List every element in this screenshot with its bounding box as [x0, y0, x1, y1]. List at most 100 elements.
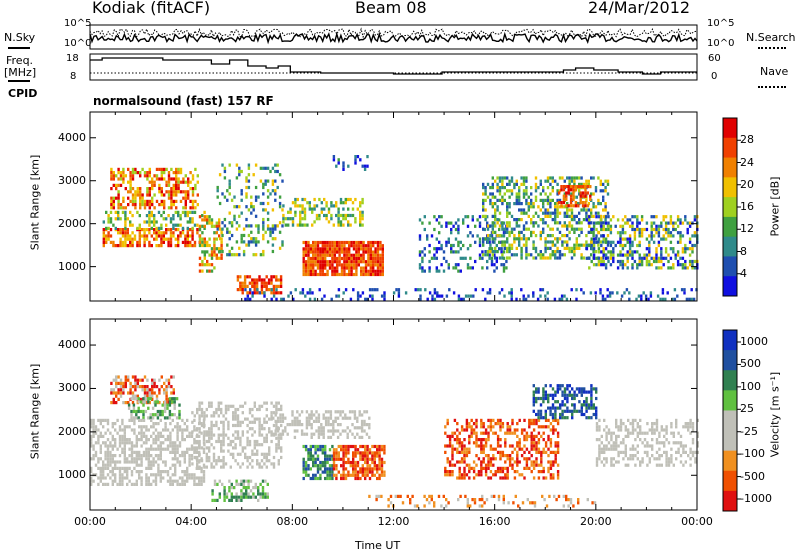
velocity-colorbar-swatch-1 — [723, 350, 737, 371]
panel1-ylabel: Slant Range [km] — [28, 154, 42, 251]
power-panel-echo-region-7 — [302, 240, 384, 277]
velocity-panel-echo-region-3 — [191, 401, 283, 469]
velocity-colorbar-tick-label-4: -25 — [740, 424, 758, 438]
power-panel-echo-region-11 — [557, 185, 592, 208]
nave-top-tick: 60 — [708, 53, 721, 64]
velocity-panel-ytick-label-0: 1000 — [58, 468, 86, 482]
xtick-label-3: 12:00 — [377, 515, 410, 528]
power-colorbar-tick-label-2: 12 — [740, 222, 754, 236]
freq-series-line — [90, 57, 697, 75]
power-colorbar-swatch-8 — [723, 276, 737, 297]
nsearch-top-tick: 10^5 — [707, 18, 735, 29]
power-colorbar-swatch-5 — [723, 216, 737, 238]
nsearch-bottom-tick: 10^0 — [707, 38, 735, 49]
power-colorbar-swatch-1 — [723, 137, 737, 159]
xtick-label-5: 20:00 — [579, 515, 612, 528]
nave-label: Nave — [760, 65, 789, 78]
velocity-colorbar-tick-label-5: -100 — [740, 447, 765, 461]
power-colorbar-tick-label-4: 20 — [740, 177, 754, 191]
power-panel-echo-region-2 — [102, 210, 206, 230]
velocity-panel-echo-region-2 — [90, 418, 206, 486]
xtick-label-0: 00:00 — [74, 515, 106, 528]
power-panel-echo-region-0 — [110, 167, 199, 210]
nsearch-label: N.Search — [746, 31, 796, 44]
velocity-panel-echo-region-5 — [272, 410, 371, 439]
velocity-colorbar-swatch-2 — [723, 370, 737, 391]
velocity-colorbar-swatch-6 — [723, 450, 737, 472]
velocity-panel-ytick-label-1: 2000 — [58, 424, 86, 438]
power-panel-ytick-label-3: 4000 — [58, 130, 86, 144]
nsky-top-tick: 10^5 — [64, 18, 92, 29]
power-colorbar-swatch-4 — [723, 197, 737, 218]
velocity-colorbar-label: Velocity [m s⁻¹] — [768, 371, 782, 458]
power-colorbar-swatch-3 — [723, 177, 737, 198]
velocity-colorbar-swatch-8 — [723, 490, 737, 512]
velocity-colorbar-tick-label-2: 100 — [740, 379, 761, 393]
velocity-panel-echo-region-9 — [532, 384, 598, 420]
power-colorbar-swatch-2 — [723, 157, 737, 178]
power-colorbar-tick-label-5: 24 — [740, 155, 754, 169]
power-colorbar-tick-label-3: 16 — [740, 200, 754, 213]
power-panel-echo-region-1 — [102, 228, 201, 248]
velocity-colorbar-swatch-5 — [723, 430, 737, 452]
power-panel-echo-region-4 — [216, 163, 284, 257]
cpid-label: CPID — [8, 87, 38, 100]
velocity-panel-echo-region-10 — [595, 418, 699, 467]
freq-top-tick: 18 — [66, 53, 79, 64]
nsky-legend-line — [8, 47, 30, 49]
velocity-panel-echo-region-6 — [302, 444, 334, 481]
velocity-colorbar-tick-label-7: -1000 — [740, 492, 772, 505]
velocity-colorbar-tick-label-0: 1000 — [740, 335, 768, 348]
velocity-panel-echo-region-11 — [368, 494, 597, 508]
power-panel-echo-region-12 — [585, 215, 699, 270]
freq-panel-frame — [89, 53, 698, 81]
xtick-label-6: 00:00 — [681, 515, 713, 528]
nsearch-series-line — [89, 27, 698, 39]
power-panel-echo-region-5 — [236, 275, 283, 295]
power-colorbar-tick-label-1: 8 — [740, 244, 747, 258]
velocity-panel-ytick-label-3: 4000 — [58, 338, 86, 352]
velocity-colorbar-swatch-3 — [723, 390, 737, 411]
power-colorbar-swatch-7 — [723, 256, 737, 277]
nsky-bottom-tick: 10^0 — [64, 38, 92, 49]
xaxis-label: Time UT — [355, 539, 401, 552]
velocity-panel-echo-region-4 — [211, 479, 269, 502]
velocity-panel-ytick-label-2: 3000 — [58, 381, 86, 395]
velocity-colorbar-tick-label-3: 25 — [740, 402, 754, 416]
beam-label: Beam 08 — [355, 0, 427, 17]
power-panel-ytick-label-1: 2000 — [58, 216, 86, 230]
xtick-label-1: 04:00 — [175, 515, 208, 528]
power-panel-echo-region-8 — [332, 155, 369, 171]
power-colorbar-swatch-0 — [723, 118, 737, 139]
xtick-label-2: 08:00 — [276, 515, 309, 528]
date-label: 24/Mar/2012 — [588, 0, 691, 17]
xtick-label-4: 16:00 — [478, 515, 511, 528]
power-panel-echo-region-6 — [282, 197, 364, 227]
power-colorbar-tick-label-0: 4 — [740, 266, 747, 280]
nsky-panel-frame — [89, 24, 698, 50]
velocity-panel-background — [90, 319, 697, 510]
nsky-label: N.Sky — [4, 31, 36, 44]
velocity-panel-echo-region-7 — [332, 444, 386, 481]
velocity-colorbar-swatch-0 — [723, 330, 737, 351]
power-colorbar-swatch-6 — [723, 236, 737, 257]
freq-legend-line — [8, 80, 30, 82]
nsearch-legend-line — [758, 47, 786, 49]
cpid-text: normalsound (fast) 157 RF — [93, 94, 274, 108]
nave-bottom-tick: 0 — [711, 71, 718, 82]
velocity-colorbar-swatch-7 — [723, 470, 737, 492]
nave-legend-line — [758, 86, 786, 88]
freq-label-line2: [MHz] — [4, 66, 37, 79]
velocity-colorbar-tick-label-6: -500 — [740, 469, 765, 483]
panel2-ylabel: Slant Range [km] — [28, 363, 42, 460]
freq-bottom-tick: 8 — [70, 71, 77, 82]
power-colorbar-tick-label-6: 28 — [740, 133, 754, 147]
velocity-colorbar-tick-label-1: 500 — [740, 357, 761, 371]
power-panel-ytick-label-0: 1000 — [58, 259, 86, 273]
velocity-colorbar-frame — [722, 329, 738, 512]
velocity-panel-echo-region-1 — [127, 397, 181, 420]
freq-label-line1: Freq. — [6, 54, 34, 67]
power-panel-echo-region-10 — [482, 176, 610, 260]
velocity-panel-echo-region-0 — [110, 375, 175, 405]
